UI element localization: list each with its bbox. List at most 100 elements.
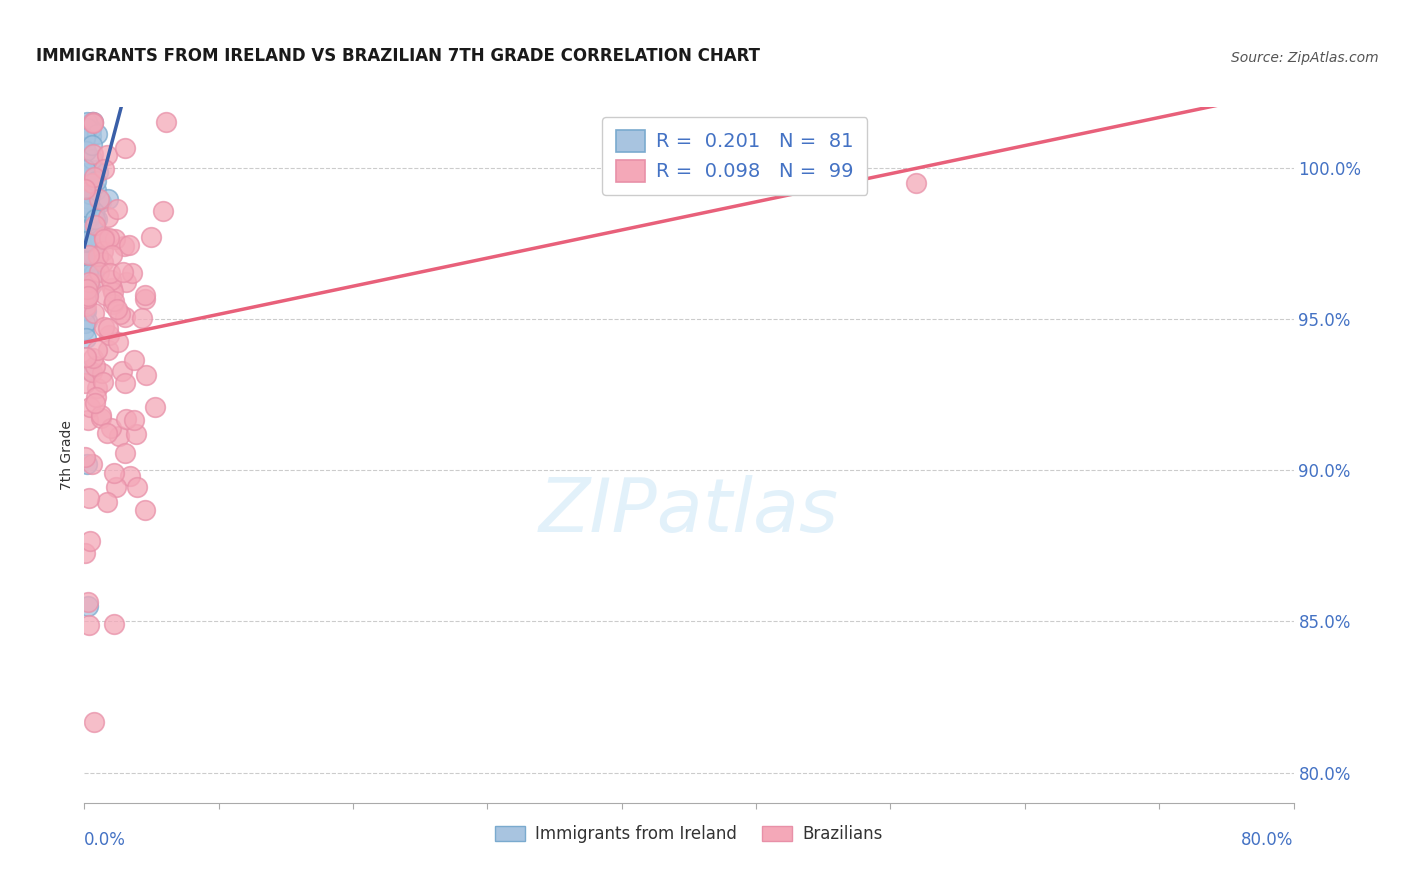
Point	[111, 364, 134, 378]
Point	[80, 176, 103, 190]
Point	[82, 115, 104, 129]
Point	[97, 192, 120, 206]
Point	[114, 141, 136, 155]
Point	[79, 253, 101, 268]
Point	[75, 287, 97, 301]
Point	[100, 248, 122, 262]
Point	[83, 306, 105, 320]
Point	[77, 199, 100, 213]
Point	[77, 219, 100, 234]
Point	[90, 411, 112, 425]
Point	[76, 235, 98, 250]
Point	[91, 366, 114, 380]
Text: Source: ZipAtlas.com: Source: ZipAtlas.com	[1230, 52, 1378, 65]
Point	[83, 218, 105, 232]
Point	[77, 285, 100, 300]
Point	[114, 310, 136, 325]
Point	[134, 503, 156, 517]
Point	[100, 281, 122, 295]
Point	[904, 176, 927, 190]
Point	[75, 450, 97, 465]
Point	[100, 421, 122, 435]
Point	[98, 266, 121, 280]
Point	[79, 534, 101, 549]
Point	[93, 230, 115, 244]
Point	[93, 232, 115, 246]
Y-axis label: 7th Grade: 7th Grade	[60, 420, 75, 490]
Point	[80, 137, 103, 152]
Point	[86, 165, 108, 179]
Point	[107, 334, 129, 349]
Point	[86, 382, 108, 396]
Point	[77, 196, 100, 211]
Point	[79, 276, 101, 290]
Point	[86, 127, 108, 141]
Point	[79, 279, 101, 293]
Point	[87, 249, 110, 263]
Point	[93, 162, 115, 177]
Legend: Immigrants from Ireland, Brazilians: Immigrants from Ireland, Brazilians	[489, 819, 889, 850]
Point	[100, 273, 122, 287]
Point	[80, 115, 103, 129]
Point	[114, 446, 136, 460]
Point	[79, 187, 101, 202]
Point	[75, 143, 97, 157]
Point	[152, 203, 174, 218]
Point	[75, 202, 97, 216]
Point	[80, 128, 103, 143]
Point	[73, 131, 96, 145]
Point	[84, 212, 107, 227]
Point	[77, 618, 100, 632]
Point	[103, 293, 125, 308]
Text: 0.0%: 0.0%	[84, 830, 127, 848]
Point	[103, 466, 125, 480]
Point	[86, 212, 108, 227]
Point	[76, 208, 98, 222]
Point	[97, 320, 120, 334]
Point	[80, 122, 103, 136]
Point	[83, 714, 105, 729]
Point	[75, 300, 97, 314]
Point	[82, 231, 104, 245]
Point	[105, 479, 128, 493]
Point	[87, 265, 110, 279]
Point	[75, 303, 97, 318]
Point	[75, 228, 97, 243]
Point	[121, 266, 143, 280]
Point	[76, 291, 98, 305]
Point	[96, 147, 118, 161]
Point	[77, 599, 100, 614]
Point	[108, 429, 131, 443]
Point	[134, 288, 156, 302]
Point	[127, 480, 149, 494]
Point	[75, 236, 97, 251]
Point	[135, 368, 157, 383]
Point	[76, 331, 98, 345]
Point	[96, 426, 118, 441]
Point	[82, 351, 104, 365]
Point	[86, 343, 108, 358]
Point	[79, 363, 101, 377]
Point	[73, 303, 96, 318]
Point	[115, 411, 138, 425]
Point	[75, 376, 97, 390]
Point	[80, 208, 103, 222]
Point	[76, 204, 98, 219]
Point	[84, 390, 107, 404]
Point	[90, 408, 112, 422]
Point	[110, 307, 132, 321]
Point	[83, 266, 105, 280]
Point	[84, 174, 107, 188]
Point	[83, 163, 105, 178]
Point	[112, 239, 135, 253]
Point	[120, 468, 142, 483]
Point	[84, 183, 107, 197]
Point	[122, 353, 145, 368]
Point	[77, 245, 100, 260]
Point	[79, 181, 101, 195]
Point	[122, 412, 145, 426]
Point	[82, 152, 104, 166]
Point	[90, 195, 112, 210]
Point	[77, 177, 100, 191]
Point	[79, 400, 101, 414]
